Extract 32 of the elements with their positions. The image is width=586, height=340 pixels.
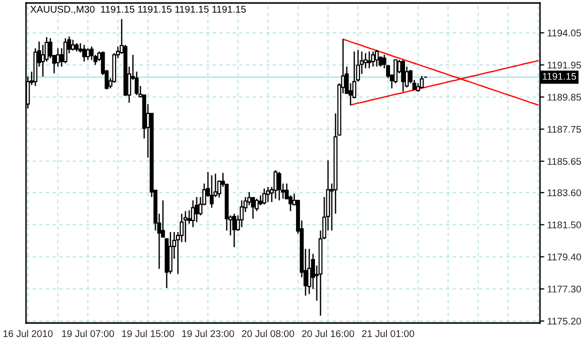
candlestick [247, 191, 252, 206]
candlestick [82, 44, 86, 62]
x-tick-label: 19 Jul 15:00 [122, 330, 174, 338]
y-tick-label: 1179.40 [548, 254, 581, 260]
line-series [342, 38, 539, 106]
candlestick [240, 200, 244, 228]
y-tick-label: 1175.20 [548, 318, 581, 325]
candlestick [210, 174, 214, 208]
x-tick-label: 19 Jul 23:00 [182, 330, 234, 338]
x-tick-label: 21 Jul 01:00 [362, 330, 414, 338]
y-tick-label: 1181.50 [548, 221, 581, 228]
candlestick [74, 42, 79, 52]
y-tick-label: 1191.95 [548, 62, 581, 69]
y-tick-label: 1185.65 [548, 158, 581, 165]
x-tick-label: 16 Jul 2010 [3, 330, 53, 338]
x-tick-label: 19 Jul 07:00 [62, 330, 114, 338]
candlestick [232, 213, 236, 248]
y-tick-label: 1177.30 [548, 286, 581, 293]
candlestick [90, 46, 94, 60]
x-tick-label: 20 Jul 08:00 [242, 330, 294, 338]
chart-title: XAUUSD.,M30 1191.15 1191.15 1191.15 1191.15 [30, 6, 246, 14]
y-tick-label: 1183.60 [548, 189, 581, 196]
ref-line-label: 1191.15 [542, 72, 576, 80]
candlestick [367, 50, 372, 69]
candlestick [180, 213, 184, 243]
x-tick-label: 20 Jul 16:00 [302, 330, 354, 338]
y-tick-label: 1189.85 [548, 94, 581, 101]
candlestick [40, 44, 45, 78]
y-tick-label: 1194.05 [548, 30, 581, 36]
candlestick [307, 248, 312, 295]
y-tick-label: 1187.75 [548, 126, 581, 133]
candlestick [194, 196, 199, 223]
